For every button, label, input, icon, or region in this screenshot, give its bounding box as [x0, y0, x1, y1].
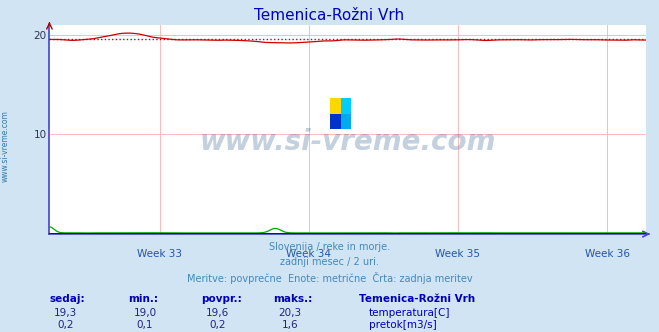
Text: sedaj:: sedaj:: [49, 294, 85, 304]
Bar: [330, 98, 341, 114]
Text: www.si-vreme.com: www.si-vreme.com: [1, 110, 10, 182]
Text: 0,2: 0,2: [209, 320, 226, 330]
Text: 19,6: 19,6: [206, 308, 229, 318]
Bar: [330, 114, 341, 129]
Bar: [341, 114, 351, 129]
Text: maks.:: maks.:: [273, 294, 313, 304]
Text: min.:: min.:: [129, 294, 159, 304]
Bar: [341, 98, 351, 114]
Text: 0,2: 0,2: [57, 320, 74, 330]
Text: Meritve: povprečne  Enote: metrične  Črta: zadnja meritev: Meritve: povprečne Enote: metrične Črta:…: [186, 272, 473, 284]
Text: Week 35: Week 35: [436, 249, 480, 259]
Text: zadnji mesec / 2 uri.: zadnji mesec / 2 uri.: [280, 257, 379, 267]
Text: 1,6: 1,6: [281, 320, 299, 330]
Text: 20,3: 20,3: [278, 308, 302, 318]
Text: 19,3: 19,3: [54, 308, 78, 318]
Text: 0,1: 0,1: [136, 320, 154, 330]
Text: Temenica-Rožni Vrh: Temenica-Rožni Vrh: [254, 8, 405, 23]
Text: temperatura[C]: temperatura[C]: [369, 308, 451, 318]
Text: Week 33: Week 33: [137, 249, 183, 259]
Text: povpr.:: povpr.:: [201, 294, 242, 304]
Text: Week 34: Week 34: [287, 249, 331, 259]
Text: pretok[m3/s]: pretok[m3/s]: [369, 320, 437, 330]
Text: 19,0: 19,0: [133, 308, 157, 318]
Text: Temenica-Rožni Vrh: Temenica-Rožni Vrh: [359, 294, 475, 304]
Text: www.si-vreme.com: www.si-vreme.com: [200, 128, 496, 156]
Text: Week 36: Week 36: [585, 249, 629, 259]
Text: Slovenija / reke in morje.: Slovenija / reke in morje.: [269, 242, 390, 252]
